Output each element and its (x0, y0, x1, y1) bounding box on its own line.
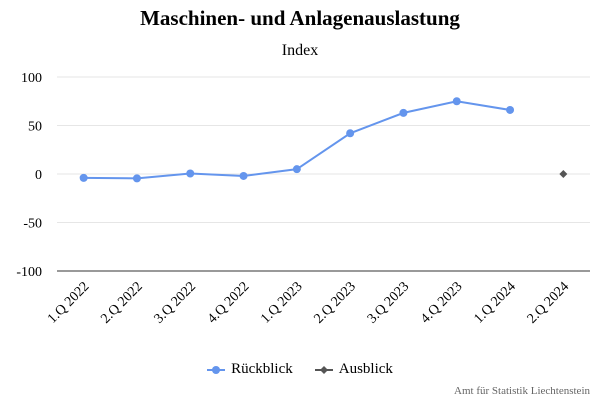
legend-item-rueckblick[interactable]: Rückblick (207, 361, 293, 378)
x-tick-label: 3.Q 2022 (152, 279, 199, 326)
y-tick-label: 50 (28, 120, 42, 135)
x-tick-label: 2.Q 2024 (525, 279, 572, 326)
data-point (559, 170, 568, 178)
chart-subtitle: Index (281, 42, 319, 59)
chart-title: Maschinen- und Anlagenauslastung (140, 6, 460, 30)
legend-label-rueckblick: Rückblick (231, 361, 293, 377)
data-point (79, 173, 88, 182)
data-point (186, 169, 195, 178)
x-tick-label: 1.Q 2022 (45, 279, 92, 326)
x-tick-label: 2.Q 2023 (312, 279, 359, 326)
y-tick-label: -50 (23, 217, 42, 232)
credits-text[interactable]: Amt für Statistik Liechtenstein (454, 385, 590, 397)
y-tick-label: -100 (16, 265, 42, 280)
legend-label-ausblick: Ausblick (338, 361, 393, 377)
data-point (346, 129, 355, 138)
data-point (292, 165, 301, 174)
x-tick-label: 1.Q 2023 (258, 279, 305, 326)
x-tick-label: 4.Q 2023 (418, 279, 465, 326)
diamond-marker-icon (314, 365, 333, 374)
data-point (506, 105, 515, 114)
legend: Rückblick Ausblick (0, 361, 600, 378)
data-point (132, 174, 141, 183)
data-point (452, 97, 461, 106)
x-tick-label: 2.Q 2022 (98, 279, 145, 326)
legend-item-ausblick[interactable]: Ausblick (314, 361, 393, 378)
circle-marker-icon (207, 365, 226, 374)
y-tick-label: 0 (35, 168, 42, 183)
y-tick-label: 100 (21, 71, 42, 86)
x-tick-label: 1.Q 2024 (471, 279, 518, 326)
data-point (239, 171, 248, 180)
x-tick-label: 3.Q 2023 (365, 279, 412, 326)
data-point (399, 108, 408, 117)
x-tick-label: 4.Q 2022 (205, 279, 252, 326)
